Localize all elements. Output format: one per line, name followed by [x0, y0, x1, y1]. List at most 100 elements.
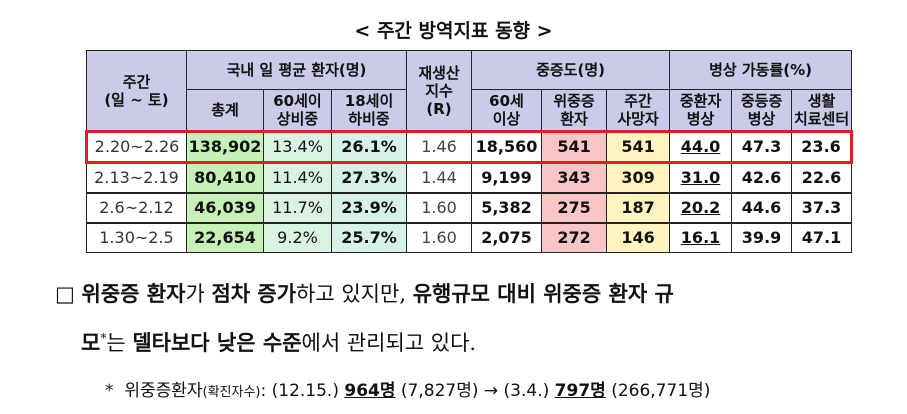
- data-cell: 5,382: [471, 192, 543, 224]
- data-cell: 22,654: [186, 222, 264, 253]
- data-cell: 146: [606, 222, 671, 253]
- text: 하고 있지만,: [296, 282, 413, 306]
- header-cell: 중환자 병상: [669, 89, 733, 132]
- header-text: 사망자: [617, 110, 659, 128]
- header-cell: 국내 일 평균 환자(명): [185, 50, 408, 90]
- indicator-table: 주간 (일 ~ 토) 국내 일 평균 환자(명) 재생산 지수 (R) 중증도(명) 병상 가…: [85, 50, 854, 253]
- header-cell: 주간 사망자: [606, 89, 671, 132]
- paragraph: □ 위중증 환자가 점차 증가하고 있지만, 유행규모 대비 위중증 환자 규 …: [55, 272, 674, 365]
- text: 델타보다 낮은 수준: [132, 330, 302, 355]
- footnote-mark: *: [100, 331, 107, 345]
- footnote: * 위중증환자(확진자수): (12.15.) 964명 (7,827명) → …: [105, 376, 710, 401]
- data-cell: 37.3: [791, 192, 853, 224]
- header-cell: 60세이 상비중: [263, 89, 332, 132]
- data-cell: 1.44: [406, 161, 473, 194]
- data-cell: 47.1: [791, 222, 853, 253]
- data-cell: 2.13~2.19: [86, 161, 187, 194]
- text: (7,827명) → (3.4.): [395, 381, 555, 401]
- data-cell: 23.9%: [330, 192, 408, 224]
- text: 에서 관리되고 있다.: [301, 331, 477, 355]
- data-cell: 9.2%: [263, 222, 332, 253]
- header-cell: 중증도(명): [471, 50, 671, 90]
- data-cell: 541: [541, 130, 608, 164]
- header-text: 총계: [211, 101, 239, 119]
- header-cell: 재생산 지수 (R): [406, 50, 473, 132]
- data-cell: 11.4%: [263, 161, 332, 194]
- paragraph-line: 모*는 델타보다 낮은 수준에서 관리되고 있다.: [55, 316, 674, 365]
- data-row: 1.30~2.5 22,654 9.2% 25.7% 1.60 2,075 272 146 16…: [86, 222, 853, 253]
- text: (266,771명): [605, 381, 711, 401]
- header-text: 중환자: [679, 92, 722, 110]
- paragraph-line: □ 위중증 환자가 점차 증가하고 있지만, 유행규모 대비 위중증 환자 규: [55, 272, 674, 316]
- data-cell: 9,199: [471, 161, 543, 194]
- data-cell: 13.4%: [263, 130, 332, 164]
- data-cell: 272: [541, 222, 608, 253]
- data-row: 2.13~2.19 80,410 11.4% 27.3% 1.44 9,199 343 309…: [86, 161, 853, 194]
- header-text: 중등증: [740, 92, 783, 110]
- text: 모: [81, 330, 101, 355]
- header-text: 치료센터: [793, 110, 850, 128]
- header-text: 60세이: [273, 92, 322, 110]
- header-text: 병상 가동률(%): [709, 61, 813, 79]
- header-text: 국내 일 평균 환자(명): [226, 61, 367, 79]
- data-cell: 44.0: [669, 130, 733, 164]
- data-cell: 44.6: [731, 192, 793, 224]
- header-text: 병상: [747, 110, 776, 128]
- data-cell: 1.60: [406, 192, 473, 224]
- data-cell: 138,902: [186, 130, 264, 164]
- data-cell: 20.2: [669, 192, 733, 224]
- data-cell: 47.3: [731, 130, 793, 164]
- header-cell: 총계: [186, 89, 264, 132]
- text: 위중증환자: [124, 381, 203, 401]
- data-cell: 2.20~2.26: [85, 130, 187, 164]
- text: 위중증 환자: [81, 281, 186, 306]
- data-cell: 1.46: [406, 130, 473, 164]
- header-text: 병상: [686, 110, 715, 128]
- data-cell: 541: [606, 130, 671, 164]
- header-text: 이상: [492, 110, 521, 128]
- data-cell: 2,075: [471, 222, 543, 253]
- text: 는: [106, 331, 133, 355]
- data-cell: 343: [541, 161, 608, 194]
- data-cell: 42.6: [731, 161, 793, 194]
- text: 964명: [344, 381, 396, 401]
- data-cell: 26.1%: [330, 130, 408, 164]
- header-text: 중증도(명): [536, 61, 605, 79]
- header-text: (R): [426, 99, 452, 118]
- data-cell: 1.60: [406, 222, 473, 253]
- header-text: 18세이: [344, 92, 394, 110]
- data-cell: 80,410: [186, 161, 264, 194]
- data-cell: 16.1: [669, 222, 733, 253]
- text: 점차 증가: [211, 281, 297, 306]
- header-text: 주간: [122, 72, 151, 91]
- data-cell: 31.0: [669, 161, 733, 194]
- header-cell: 위중증 환자: [541, 89, 608, 132]
- header-text: 생활: [807, 92, 836, 110]
- header-text: 상비중: [276, 110, 319, 128]
- header-text: 60세: [489, 92, 524, 110]
- data-cell: 187: [606, 192, 671, 224]
- header-cell: 주간 (일 ~ 토): [86, 50, 187, 132]
- data-cell: 18,560: [471, 130, 543, 164]
- text: 가: [185, 282, 212, 306]
- header-cell: 병상 가동률(%): [669, 50, 853, 90]
- bullet: □: [55, 282, 75, 306]
- text: (확진자수): [202, 385, 261, 400]
- data-row: 2.6~2.12 46,039 11.7% 23.9% 1.60 5,382 275 187 2…: [86, 192, 853, 224]
- text: : (12.15.): [260, 381, 345, 401]
- data-cell: 25.7%: [330, 222, 408, 253]
- header-cell: 18세이 하비중: [330, 89, 408, 132]
- data-cell: 275: [541, 192, 608, 224]
- header-text: 재생산: [418, 63, 460, 82]
- data-cell: 27.3%: [330, 161, 408, 194]
- text: 797명: [554, 381, 606, 401]
- text: *: [105, 381, 114, 401]
- header-cell: 중등증 병상: [731, 89, 793, 132]
- data-cell: 11.7%: [263, 192, 332, 224]
- text: 유행규모 대비 위중증 환자 규: [412, 281, 674, 306]
- header-cell: 60세 이상: [471, 89, 543, 132]
- header-text: 환자: [560, 110, 588, 128]
- data-row: 2.20~2.26 138,902 13.4% 26.1% 1.46 18,560 541 5…: [85, 130, 854, 164]
- data-cell: 309: [606, 161, 671, 194]
